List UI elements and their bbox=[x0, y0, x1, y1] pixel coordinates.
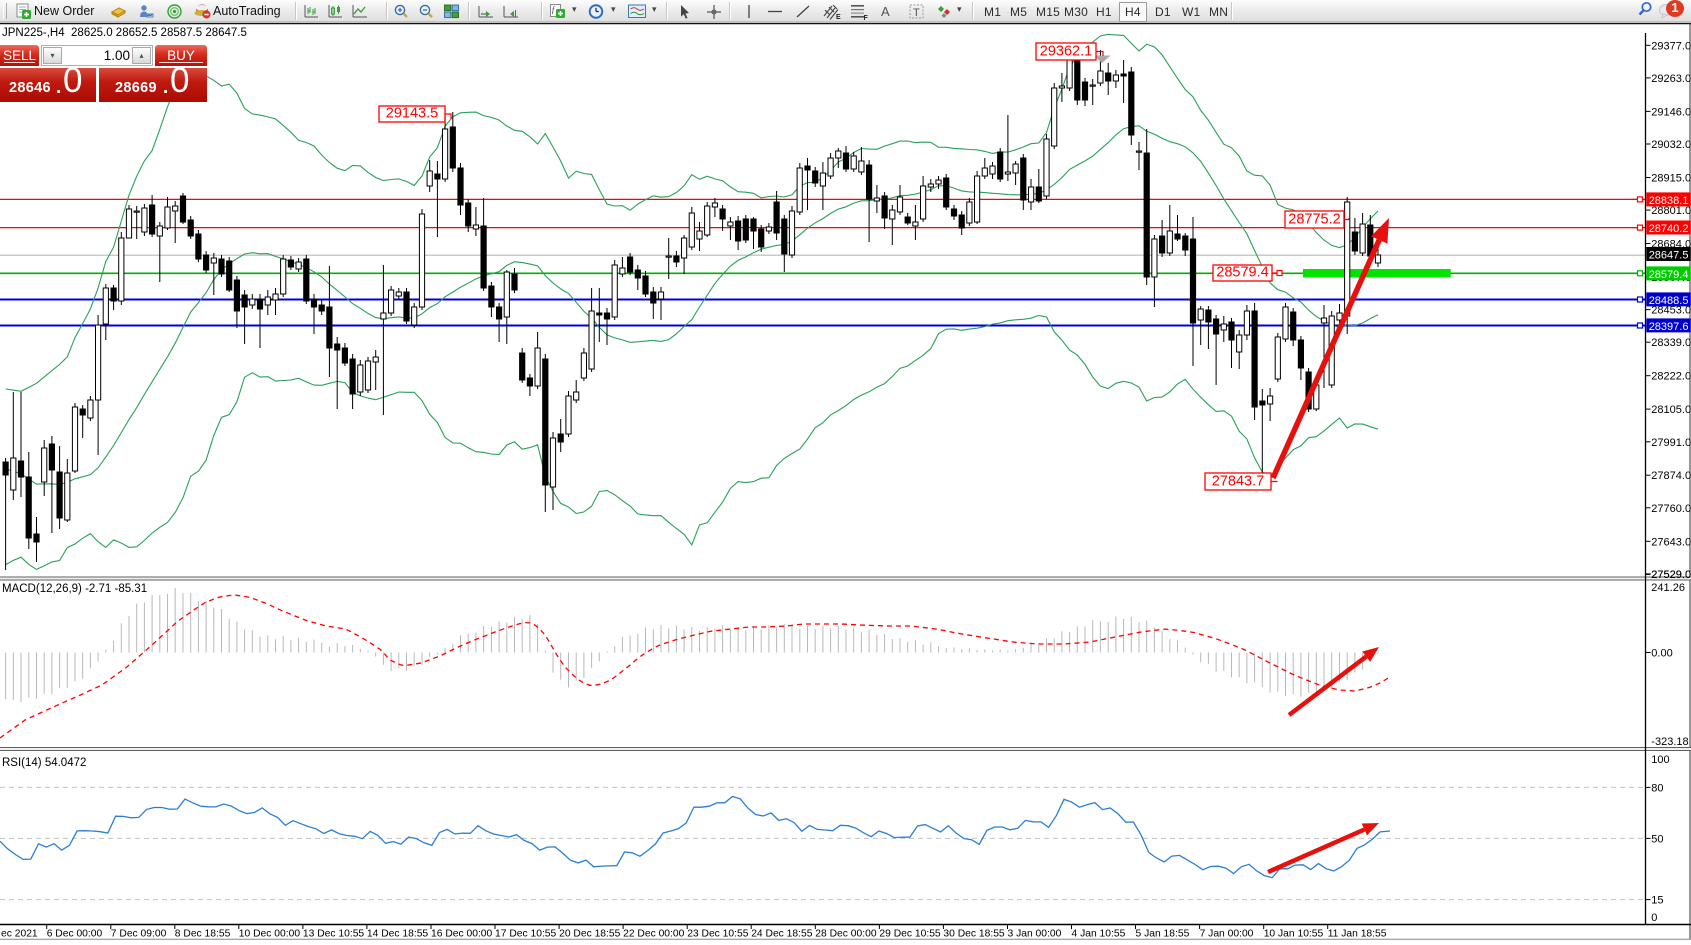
svg-text:50: 50 bbox=[1651, 833, 1663, 845]
svg-text:29146.0: 29146.0 bbox=[1651, 106, 1691, 118]
svg-text:3 Jan 00:00: 3 Jan 00:00 bbox=[1008, 929, 1062, 940]
svg-text:241.26: 241.26 bbox=[1651, 582, 1685, 594]
svg-text:27529.0: 27529.0 bbox=[1651, 569, 1691, 581]
svg-text:29032.0: 29032.0 bbox=[1651, 139, 1691, 151]
svg-text:T: T bbox=[913, 7, 920, 19]
svg-text:24 Dec 18:55: 24 Dec 18:55 bbox=[751, 929, 813, 940]
svg-text:RSI(14) 54.0472: RSI(14) 54.0472 bbox=[2, 757, 86, 769]
svg-text:27529.0: 27529.0 bbox=[1651, 569, 1691, 581]
svg-text:14 Dec 18:55: 14 Dec 18:55 bbox=[367, 929, 429, 940]
svg-text:23 Dec 10:55: 23 Dec 10:55 bbox=[687, 929, 749, 940]
svg-text:29 Dec 10:55: 29 Dec 10:55 bbox=[879, 929, 941, 940]
svg-text:F: F bbox=[864, 15, 869, 21]
svg-text:28801.0: 28801.0 bbox=[1651, 205, 1691, 217]
svg-text:MACD(12,26,9) -2.71 -85.31: MACD(12,26,9) -2.71 -85.31 bbox=[2, 583, 147, 595]
svg-text:0: 0 bbox=[1651, 912, 1657, 924]
svg-text:JPN225-,H4 28625.0 28652.5 28: JPN225-,H4 28625.0 28652.5 28587.5 28647… bbox=[2, 27, 247, 39]
svg-text:-323.18: -323.18 bbox=[1651, 736, 1688, 748]
svg-text:16 Dec 00:00: 16 Dec 00:00 bbox=[431, 929, 493, 940]
svg-text:28647.5: 28647.5 bbox=[1649, 250, 1689, 262]
svg-text:28 Dec 00:00: 28 Dec 00:00 bbox=[815, 929, 877, 940]
svg-text:28488.5: 28488.5 bbox=[1649, 295, 1689, 307]
svg-text:80: 80 bbox=[1651, 782, 1663, 794]
svg-text:27874.0: 27874.0 bbox=[1651, 470, 1691, 482]
svg-text:8 Dec 18:55: 8 Dec 18:55 bbox=[175, 929, 231, 940]
svg-text:22 Dec 00:00: 22 Dec 00:00 bbox=[623, 929, 685, 940]
svg-text:20 Dec 18:55: 20 Dec 18:55 bbox=[559, 929, 621, 940]
svg-text:28453.0: 28453.0 bbox=[1651, 305, 1691, 317]
svg-text:10 Jan 10:55: 10 Jan 10:55 bbox=[1264, 929, 1324, 940]
svg-text:28740.2: 28740.2 bbox=[1649, 223, 1689, 235]
svg-text:4 Jan 10:55: 4 Jan 10:55 bbox=[1072, 929, 1126, 940]
svg-text:28339.0: 28339.0 bbox=[1651, 337, 1691, 349]
svg-text:29377.0: 29377.0 bbox=[1651, 40, 1691, 52]
svg-text:100: 100 bbox=[1651, 754, 1669, 766]
svg-text:28105.0: 28105.0 bbox=[1651, 404, 1691, 416]
svg-text:11 Jan 18:55: 11 Jan 18:55 bbox=[1328, 929, 1387, 940]
svg-text:28775.2: 28775.2 bbox=[1288, 212, 1340, 228]
svg-text:28838.1: 28838.1 bbox=[1649, 195, 1689, 207]
svg-text:29263.0: 29263.0 bbox=[1651, 73, 1691, 85]
svg-text:27643.0: 27643.0 bbox=[1651, 536, 1691, 548]
svg-text:7 Jan 00:00: 7 Jan 00:00 bbox=[1200, 929, 1254, 940]
svg-text:10 Dec 00:00: 10 Dec 00:00 bbox=[239, 929, 301, 940]
svg-text:6 Dec 00:00: 6 Dec 00:00 bbox=[47, 929, 103, 940]
svg-text:15: 15 bbox=[1651, 895, 1663, 907]
svg-text:27843.7: 27843.7 bbox=[1212, 474, 1264, 490]
svg-text:28579.4: 28579.4 bbox=[1216, 265, 1268, 281]
svg-text:29143.5: 29143.5 bbox=[386, 106, 438, 122]
svg-text:0.00: 0.00 bbox=[1651, 648, 1672, 660]
svg-text:7 Dec 09:00: 7 Dec 09:00 bbox=[111, 929, 167, 940]
svg-text:17 Dec 10:55: 17 Dec 10:55 bbox=[495, 929, 557, 940]
svg-text:29362.1: 29362.1 bbox=[1040, 44, 1092, 60]
svg-text:13 Dec 10:55: 13 Dec 10:55 bbox=[303, 929, 365, 940]
svg-text:E: E bbox=[836, 14, 841, 21]
svg-text:A: A bbox=[881, 4, 890, 19]
svg-text:28915.0: 28915.0 bbox=[1651, 173, 1691, 185]
svg-text:27991.0: 27991.0 bbox=[1651, 437, 1691, 449]
svg-text:28397.6: 28397.6 bbox=[1649, 321, 1689, 333]
svg-text:28579.4: 28579.4 bbox=[1649, 269, 1689, 281]
svg-text:5 Jan 18:55: 5 Jan 18:55 bbox=[1136, 929, 1190, 940]
svg-text:f: f bbox=[552, 5, 556, 14]
svg-text:30 Dec 18:55: 30 Dec 18:55 bbox=[943, 929, 1005, 940]
svg-text:27760.0: 27760.0 bbox=[1651, 503, 1691, 515]
svg-text:28222.0: 28222.0 bbox=[1651, 371, 1691, 383]
svg-text:ec 2021: ec 2021 bbox=[1, 929, 38, 940]
